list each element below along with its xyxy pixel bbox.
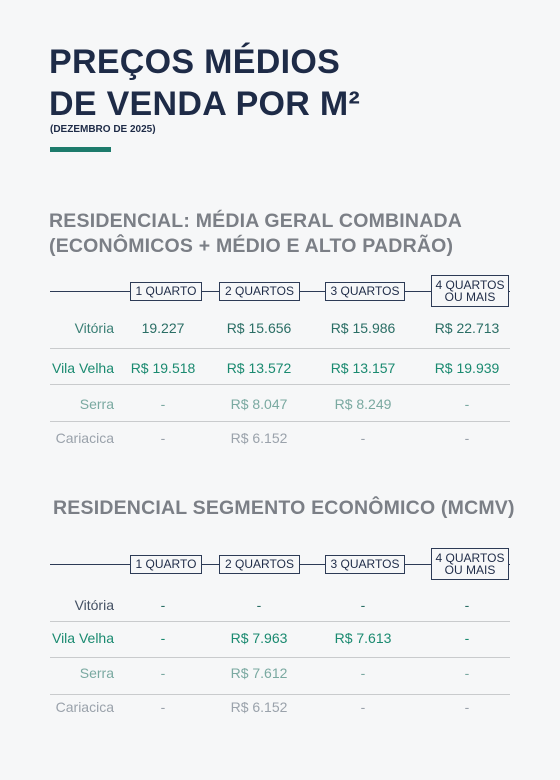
section-title: (ECONÔMICOS + MÉDIO E ALTO PADRÃO): [49, 235, 454, 257]
price-cell: -: [360, 430, 366, 446]
header-text: 4 QUARTOS: [435, 551, 505, 565]
price-cell: R$ 7.613: [334, 630, 392, 646]
header-text: OU MAIS: [444, 563, 496, 577]
price-cell: R$ 6.152: [230, 430, 288, 446]
price-cell: -: [464, 665, 470, 681]
row-separator: [50, 348, 510, 349]
price-cell: R$ 8.249: [334, 396, 392, 412]
price-cell: R$ 6.152: [230, 699, 288, 715]
price-cell: R$ 7.963: [230, 630, 288, 646]
row-separator: [50, 421, 510, 422]
header-text: 2 QUARTOS: [225, 284, 294, 298]
accent-bar: [50, 147, 111, 152]
header-text: 3 QUARTOS: [330, 284, 400, 298]
price-cell: -: [464, 699, 470, 715]
section-title: RESIDENCIAL SEGMENTO ECONÔMICO (MCMV): [53, 497, 515, 519]
row-label: Serra: [79, 396, 114, 412]
price-cell: -: [464, 597, 470, 613]
row-label: Vitória: [74, 597, 114, 613]
column-header: 3 QUARTOS: [325, 554, 405, 574]
column-header: 4 QUARTOS OU MAIS: [431, 548, 509, 580]
row-label: Vila Velha: [51, 360, 114, 376]
price-cell: R$ 19.939: [434, 360, 500, 376]
row-label: Vitória: [74, 320, 114, 336]
row-separator: [50, 694, 510, 695]
price-cell: R$ 19.518: [130, 360, 196, 376]
header-text: 2 QUARTOS: [225, 557, 294, 571]
row-label: Vila Velha: [51, 630, 114, 646]
column-header: 3 QUARTOS: [325, 281, 405, 301]
title-line: DE VENDA POR M²: [49, 85, 361, 123]
price-cell: R$ 13.572: [226, 360, 292, 376]
header-text: 4 QUARTOS: [435, 278, 505, 292]
price-cell: R$ 7.612: [230, 665, 288, 681]
price-cell: R$ 15.656: [226, 320, 292, 336]
price-cell: -: [160, 597, 166, 613]
price-cell: -: [360, 597, 366, 613]
price-cell: -: [360, 665, 366, 681]
row-separator: [50, 621, 510, 622]
header-text: 1 QUARTO: [135, 284, 197, 298]
price-cell: -: [464, 430, 470, 446]
column-header: 1 QUARTO: [130, 281, 202, 301]
price-cell: -: [464, 630, 470, 646]
column-header: 4 QUARTOS OU MAIS: [431, 275, 509, 307]
row-separator: [50, 657, 510, 658]
price-cell: R$ 13.157: [330, 360, 396, 376]
section-title: RESIDENCIAL: MÉDIA GERAL COMBINADA: [49, 210, 463, 232]
price-cell: -: [464, 396, 470, 412]
title-line: PREÇOS MÉDIOS: [49, 43, 341, 81]
row-label: Cariacica: [55, 430, 114, 446]
price-cell: -: [160, 665, 166, 681]
column-header: 2 QUARTOS: [219, 281, 300, 301]
header-text: 1 QUARTO: [135, 557, 197, 571]
column-header: 2 QUARTOS: [219, 554, 300, 574]
price-cell: R$ 8.047: [230, 396, 288, 412]
column-header: 1 QUARTO: [130, 554, 202, 574]
price-cell: -: [160, 396, 166, 412]
price-cell: -: [160, 430, 166, 446]
price-cell: 19.227: [141, 320, 185, 336]
row-separator: [50, 384, 510, 385]
price-cell: -: [256, 597, 262, 613]
header-text: 3 QUARTOS: [330, 557, 400, 571]
price-cell: R$ 15.986: [330, 320, 396, 336]
row-label: Serra: [79, 665, 114, 681]
price-cell: R$ 22.713: [434, 320, 500, 336]
price-cell: -: [160, 630, 166, 646]
price-cell: -: [160, 699, 166, 715]
header-text: OU MAIS: [444, 290, 496, 304]
price-cell: -: [360, 699, 366, 715]
row-label: Cariacica: [55, 699, 114, 715]
subtitle: (DEZEMBRO DE 2025): [50, 124, 156, 135]
